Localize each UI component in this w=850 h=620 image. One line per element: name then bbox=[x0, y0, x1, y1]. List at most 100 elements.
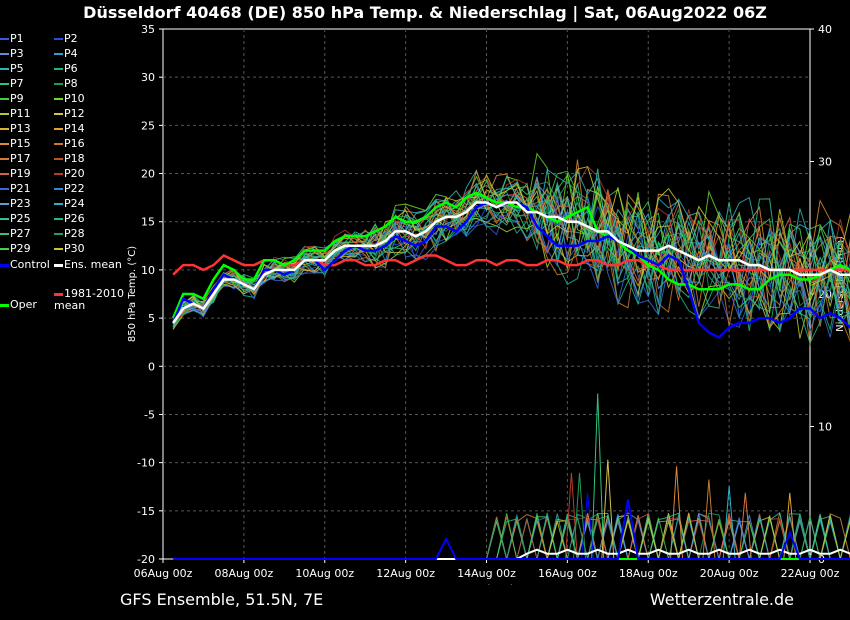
legend-swatch bbox=[54, 68, 63, 70]
precip-spike-p12 bbox=[601, 459, 615, 560]
x-tick-label: 08Aug 00z bbox=[215, 567, 274, 580]
legend-item-p29: P29 bbox=[0, 243, 31, 255]
legend-label: P22 bbox=[64, 182, 85, 195]
legend-item-p20: P20 bbox=[54, 168, 85, 180]
chart-title: Düsseldorf 40468 (DE) 850 hPa Temp. & Ni… bbox=[83, 3, 767, 22]
legend-label: P23 bbox=[10, 197, 31, 210]
legend-item-p11: P11 bbox=[0, 108, 31, 120]
legend-swatch bbox=[0, 173, 9, 175]
ens-mean-line bbox=[172, 201, 850, 324]
legend-label: P18 bbox=[64, 152, 85, 165]
legend-label: Ens. mean bbox=[64, 258, 122, 271]
legend-swatch bbox=[0, 83, 9, 85]
y-tick-label-left: 5 bbox=[148, 312, 155, 325]
legend-item-p6: P6 bbox=[54, 63, 78, 75]
y-tick-label-left: -5 bbox=[144, 408, 155, 421]
legend-label: P27 bbox=[10, 227, 31, 240]
legend-label: P10 bbox=[64, 92, 85, 105]
y-tick-label-left: 15 bbox=[141, 216, 155, 229]
legend-item-p12: P12 bbox=[54, 108, 85, 120]
x-tick-label: 20Aug 00z bbox=[700, 567, 759, 580]
legend-label: P21 bbox=[10, 182, 31, 195]
legend-swatch bbox=[0, 303, 9, 307]
legend-label: P29 bbox=[10, 242, 31, 255]
legend-label: P13 bbox=[10, 122, 31, 135]
legend-item-ens-mean: Ens. mean bbox=[54, 259, 122, 271]
legend-label: P14 bbox=[64, 122, 85, 135]
legend-label: P24 bbox=[64, 197, 85, 210]
legend-swatch bbox=[54, 248, 63, 250]
legend-label: P25 bbox=[10, 212, 31, 225]
precip-spike-p14 bbox=[783, 492, 797, 560]
legend-label: P12 bbox=[64, 107, 85, 120]
legend-label: P4 bbox=[64, 47, 78, 60]
member-line-p24 bbox=[172, 168, 850, 318]
legend-swatch bbox=[0, 143, 9, 145]
member-line-p21 bbox=[172, 195, 850, 338]
legend-swatch bbox=[54, 128, 63, 130]
precip-spike-p17 bbox=[738, 492, 752, 560]
legend-item-p26: P26 bbox=[54, 213, 85, 225]
y-tick-label-left: 35 bbox=[141, 23, 155, 36]
precip-spike-p7 bbox=[591, 393, 605, 560]
legend-item-p28: P28 bbox=[54, 228, 85, 240]
legend-swatch bbox=[54, 158, 63, 160]
legend-item-p21: P21 bbox=[0, 183, 31, 195]
legend-label: P19 bbox=[10, 167, 31, 180]
precip-spike-p16 bbox=[702, 479, 716, 560]
legend-swatch bbox=[54, 188, 63, 190]
source-label: Wetterzentrale.de bbox=[649, 590, 794, 609]
legend-label: P3 bbox=[10, 47, 24, 60]
legend-item-p30: P30 bbox=[54, 243, 85, 255]
x-axis-label: Date (UTC) bbox=[459, 584, 514, 585]
legend-label: 1981-2010 mean bbox=[54, 287, 124, 312]
legend-item-p23: P23 bbox=[0, 198, 31, 210]
y-tick-label-left: 10 bbox=[141, 264, 155, 277]
y-tick-label-right: 40 bbox=[818, 23, 832, 36]
y-tick-label-left: 0 bbox=[148, 360, 155, 373]
legend-label: P5 bbox=[10, 62, 24, 75]
legend-label: P1 bbox=[10, 32, 24, 45]
legend-swatch bbox=[0, 203, 9, 205]
control-precip-line bbox=[173, 499, 850, 560]
legend-item-p4: P4 bbox=[54, 48, 78, 60]
legend-swatch bbox=[0, 128, 9, 130]
y-tick-label-left: -15 bbox=[137, 505, 155, 518]
precip-spike-p24 bbox=[722, 486, 736, 560]
legend-label: Control bbox=[10, 258, 50, 271]
member-line-p11 bbox=[172, 213, 850, 339]
legend-item-p13: P13 bbox=[0, 123, 31, 135]
legend-swatch bbox=[54, 38, 63, 40]
legend-label: P17 bbox=[10, 152, 31, 165]
legend-item-p27: P27 bbox=[0, 228, 31, 240]
legend-swatch bbox=[54, 218, 63, 220]
legend-label: P30 bbox=[64, 242, 85, 255]
legend-item-control: Control bbox=[0, 259, 50, 271]
legend-item-p3: P3 bbox=[0, 48, 24, 60]
x-tick-label: 12Aug 00z bbox=[376, 567, 435, 580]
legend-swatch bbox=[0, 188, 9, 190]
member-line-p16 bbox=[172, 204, 850, 346]
legend-item-p15: P15 bbox=[0, 138, 31, 150]
legend-swatch bbox=[0, 248, 9, 250]
legend-item-1981-2010-mean: 1981-2010 mean bbox=[54, 288, 124, 312]
legend-label: P9 bbox=[10, 92, 24, 105]
y-tick-label-left: 20 bbox=[141, 168, 155, 181]
legend-label: P7 bbox=[10, 77, 24, 90]
legend-swatch bbox=[0, 113, 9, 115]
legend-item-p9: P9 bbox=[0, 93, 24, 105]
model-info-label: GFS Ensemble, 51.5N, 7E bbox=[120, 590, 324, 609]
y-tick-label-left: 25 bbox=[141, 119, 155, 132]
legend-item-p22: P22 bbox=[54, 183, 85, 195]
legend-label: P2 bbox=[64, 32, 78, 45]
legend-swatch bbox=[54, 53, 63, 55]
y-axis-label-left: 850 hPa Temp. (°C) bbox=[127, 246, 138, 342]
legend-swatch bbox=[54, 263, 63, 267]
legend-swatch bbox=[54, 233, 63, 235]
x-tick-label: 16Aug 00z bbox=[538, 567, 597, 580]
legend-swatch bbox=[54, 113, 63, 115]
legend-swatch bbox=[0, 158, 9, 160]
precip-spike-control bbox=[581, 492, 595, 560]
legend-swatch bbox=[0, 98, 9, 100]
